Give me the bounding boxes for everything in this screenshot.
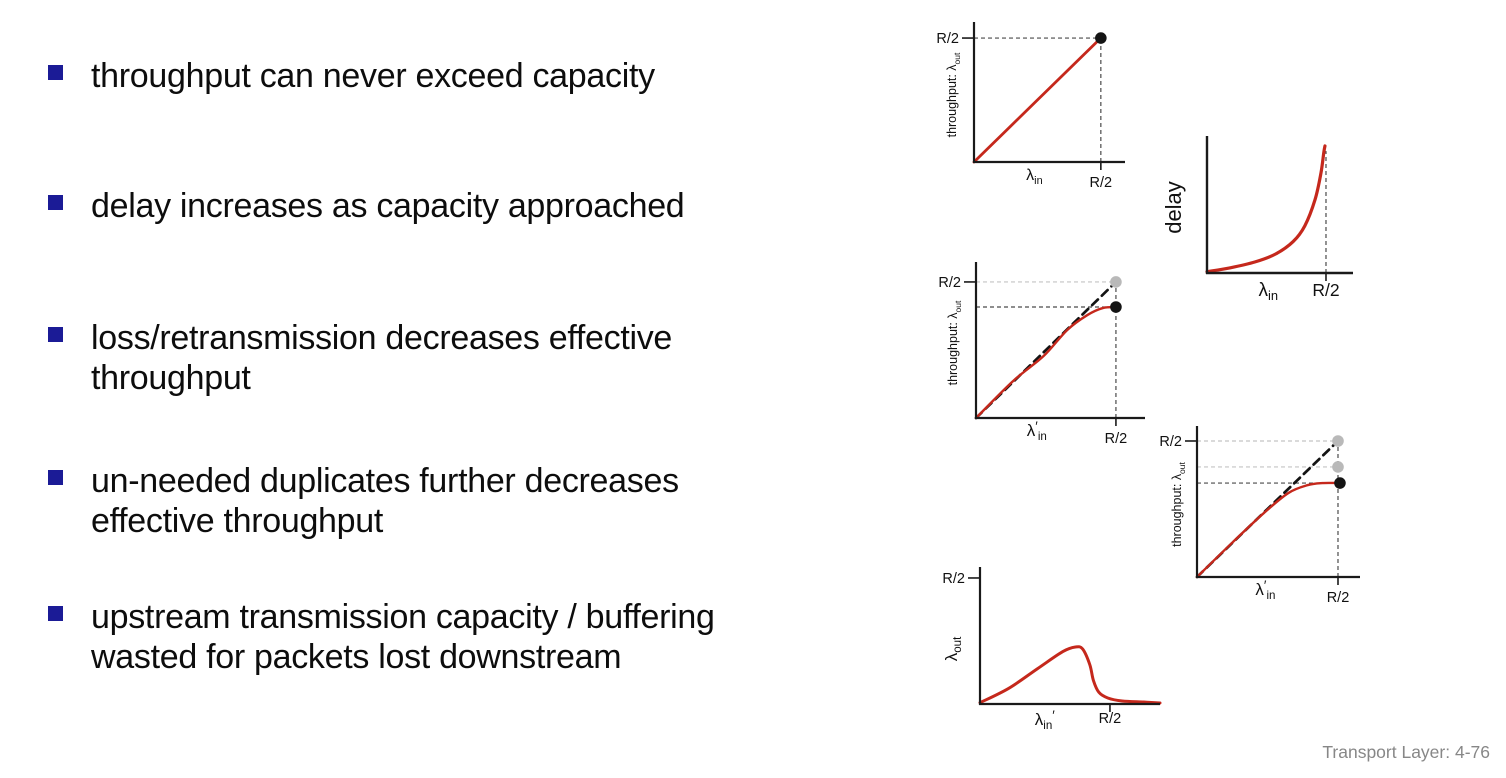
- bullet-text: un-needed duplicates further decreases: [91, 462, 679, 500]
- bullet-text: throughput: [91, 359, 251, 397]
- bullet-square-icon: [48, 327, 63, 342]
- bullet-text: wasted for packets lost downstream: [91, 638, 622, 676]
- svg-text:λin: λin: [1026, 167, 1042, 187]
- bullet-item: throughput can never exceed capacity: [48, 56, 655, 96]
- chart-duplicates-svg: R/2 R/2 λ′in throughput: λout: [1159, 426, 1360, 606]
- bullet-item: delay increases as capacity approached: [48, 186, 685, 226]
- bullet-text: upstream transmission capacity / bufferi…: [91, 598, 715, 636]
- svg-text:R/2: R/2: [1312, 280, 1339, 300]
- svg-text:throughput: λout: throughput: λout: [945, 52, 962, 137]
- chart-congestion-collapse: R/2 R/2 λin′ λout: [893, 555, 1185, 755]
- svg-text:R/2: R/2: [936, 31, 959, 47]
- bullet-square-icon: [48, 195, 63, 210]
- svg-text:delay: delay: [1161, 181, 1186, 234]
- svg-text:λ′in: λ′in: [1255, 578, 1275, 602]
- bullet-item: upstream transmission capacity / bufferi…: [48, 597, 715, 677]
- bullet-text: throughput can never exceed capacity: [91, 57, 655, 95]
- svg-text:R/2: R/2: [1090, 175, 1113, 191]
- chart-congestion-collapse-svg: R/2 R/2 λin′ λout: [942, 567, 1162, 732]
- svg-text:R/2: R/2: [1099, 711, 1122, 727]
- svg-text:R/2: R/2: [1327, 590, 1350, 606]
- svg-text:λin: λin: [1259, 280, 1279, 303]
- svg-text:R/2: R/2: [938, 275, 961, 291]
- svg-text:throughput: λout: throughput: λout: [1170, 461, 1187, 546]
- svg-text:λin′: λin′: [1035, 708, 1056, 732]
- chart-throughput-capacity: R/2 R/2 λin throughput: λout: [893, 8, 1143, 208]
- svg-text:λ′in: λ′in: [1027, 419, 1047, 443]
- svg-text:R/2: R/2: [942, 571, 965, 587]
- bullet-square-icon: [48, 65, 63, 80]
- chart-delay: R/2 λin delay: [1155, 128, 1370, 328]
- bullet-item: un-needed duplicates further decreases e…: [48, 461, 679, 541]
- chart-duplicates: R/2 R/2 λ′in throughput: λout: [1153, 425, 1405, 630]
- bullet-square-icon: [48, 470, 63, 485]
- slide-number: Transport Layer: 4-76: [1322, 742, 1490, 762]
- chart-throughput-capacity-svg: R/2 R/2 λin throughput: λout: [936, 22, 1125, 191]
- bullet-text: effective throughput: [91, 502, 384, 540]
- svg-text:throughput: λout: throughput: λout: [946, 300, 963, 385]
- chart-retransmission-svg: R/2 R/2 λ′in throughput: λout: [938, 262, 1145, 447]
- svg-text:R/2: R/2: [1159, 434, 1182, 450]
- svg-text:λout: λout: [942, 636, 964, 661]
- bullet-square-icon: [48, 606, 63, 621]
- bullet-text: loss/retransmission decreases effective: [91, 319, 673, 357]
- chart-retransmission: R/2 R/2 λ′in throughput: λout: [893, 258, 1155, 463]
- bullet-item: loss/retransmission decreases effective …: [48, 318, 672, 398]
- chart-delay-svg: R/2 λin delay: [1161, 136, 1353, 303]
- svg-text:R/2: R/2: [1105, 431, 1128, 447]
- bullet-text: delay increases as capacity approached: [91, 187, 685, 225]
